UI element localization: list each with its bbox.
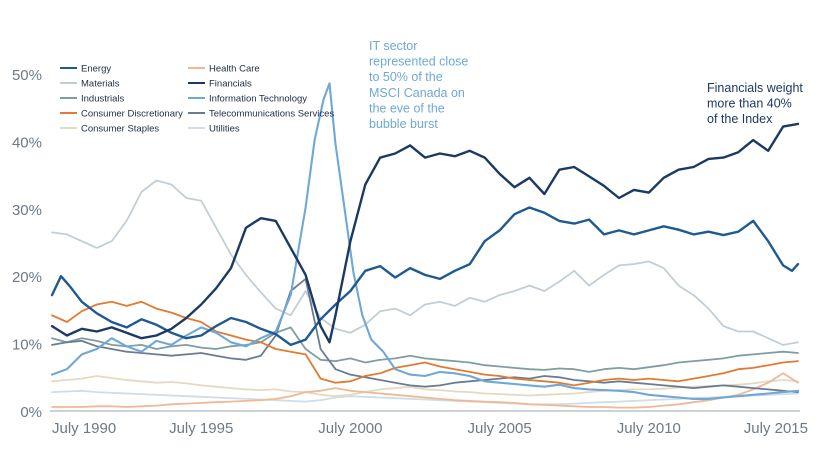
y-tick-label-50: 50% (12, 67, 42, 84)
legend-label-financials: Financials (209, 79, 252, 90)
series-line-telecommunications-services (51, 278, 799, 393)
annotation-1-line-1: more than 40% (707, 97, 792, 111)
annotation-0-line-4: the eve of the (369, 101, 445, 115)
x-tick-label-2: July 2000 (318, 420, 382, 437)
legend-label-utilities: Utilities (209, 124, 240, 135)
series-line-energy (50, 206, 800, 347)
annotation-1-line-2: of the Index (707, 112, 773, 126)
y-tick-label-40: 40% (12, 134, 42, 151)
y-tick-label-30: 30% (12, 202, 42, 219)
x-tick-label-5: July 2015 (744, 420, 808, 437)
series-line-utilities (51, 389, 799, 406)
legend: Energy Materials Industrials Consumer Discr… (60, 64, 334, 135)
series-line-financials (50, 122, 800, 344)
x-tick-label-0: July 1990 (52, 420, 116, 437)
annotation-0-line-5: bubble burst (369, 117, 438, 131)
series-line-consumer-discretionary (51, 300, 799, 387)
legend-label-industrials: Industrials (81, 94, 125, 105)
series-line-health-care (51, 372, 799, 409)
series-line-consumer-staples (51, 375, 799, 398)
x-tick-label-3: July 2005 (467, 420, 531, 437)
y-tick-label-20: 20% (12, 269, 42, 286)
y-tick-label-0: 0% (20, 404, 42, 421)
legend-label-information-technology: Information Technology (209, 94, 307, 105)
annotation-0-line-0: IT sector (369, 39, 417, 53)
legend-label-telecommunications-services: Telecommunications Services (209, 109, 334, 120)
legend-label-health-care: Health Care (209, 64, 260, 75)
annotation-0-line-2: to 50% of the (369, 70, 443, 84)
legend-label-materials: Materials (81, 79, 120, 90)
annotation-0-line-3: MSCI Canada on (369, 86, 465, 100)
x-tick-label-4: July 2010 (617, 420, 681, 437)
legend-label-consumer-discretionary: Consumer Discretionary (81, 109, 183, 120)
annotation-0-line-1: represented close (369, 55, 468, 69)
series-line-materials (51, 179, 799, 346)
annotation-1-line-0: Financials weight (707, 81, 803, 95)
y-tick-label-10: 10% (12, 337, 42, 354)
legend-label-consumer-staples: Consumer Staples (81, 124, 159, 135)
series-line-industrials (51, 326, 799, 373)
series-line-information-technology (50, 82, 800, 400)
x-axis: July 1990 July 1995 July 2000 July 2005 July… (52, 420, 808, 437)
y-axis: 0% 10% 20% 30% 40% 50% (12, 67, 42, 421)
series-layer (50, 82, 800, 409)
legend-label-energy: Energy (81, 64, 111, 75)
x-tick-label-1: July 1995 (169, 420, 233, 437)
